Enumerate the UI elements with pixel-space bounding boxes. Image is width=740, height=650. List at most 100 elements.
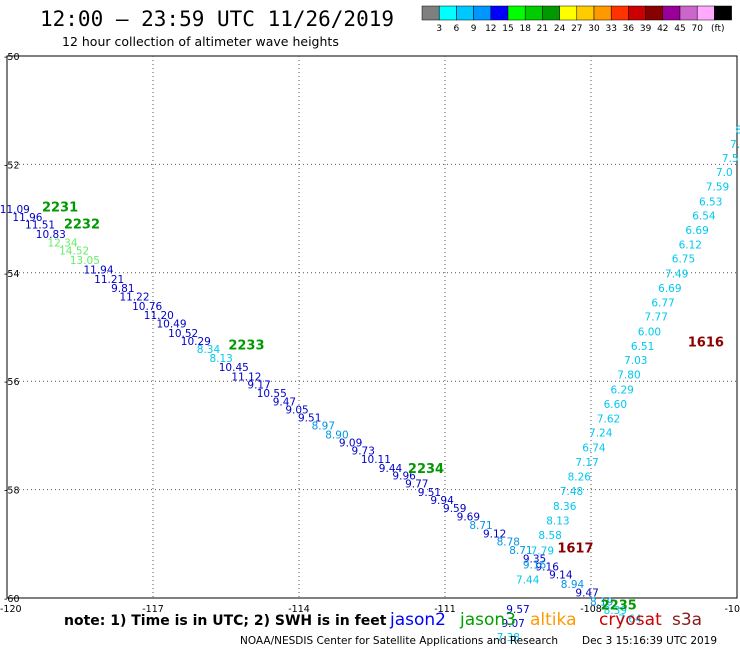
wave-height-value: 10.83 <box>36 229 66 241</box>
legend-tick-label: 24 <box>554 24 566 34</box>
wave-height-value: 7.79 <box>531 545 554 557</box>
mission-name: jason3 <box>459 610 516 630</box>
wave-height-value: 10.45 <box>219 362 249 374</box>
wave-height-value: 11.22 <box>119 292 149 304</box>
wave-height-value: 8.71 <box>509 545 532 557</box>
wave-height-value: 11.94 <box>83 265 113 277</box>
wave-height-value: 8.39 <box>604 605 627 617</box>
chart-subtitle: 12 hour collection of altimeter wave hei… <box>62 34 339 49</box>
wave-height-value: 9.51 <box>298 413 321 425</box>
pass-number-label: 2233 <box>228 338 264 353</box>
legend-tick-label: 21 <box>537 24 548 34</box>
y-tick-label: -56 <box>4 377 20 388</box>
legend-swatch <box>576 5 595 21</box>
legend-swatch <box>628 5 646 21</box>
y-tick-label: -52 <box>4 160 20 171</box>
wave-height-value: 13.05 <box>70 255 100 267</box>
wave-height-value: 10.29 <box>181 336 211 348</box>
wave-height-value: 9.77 <box>405 479 428 491</box>
wave-height-value: 7.38 <box>497 632 520 644</box>
wave-height-value: 10.11 <box>361 454 391 466</box>
legend-tick-label: 9 <box>471 24 477 34</box>
legend-tick-label: 27 <box>571 24 582 34</box>
wave-height-value: 9.51 <box>418 487 441 499</box>
wave-height-value: 10.55 <box>257 388 287 400</box>
legend-tick-label: 36 <box>623 24 635 34</box>
color-legend: 3 6 9 12 15 18 21 24 27 30 33 36 39 42 45 70 <box>421 5 732 34</box>
pass-number-label: 2234 <box>408 462 444 477</box>
legend-tick-label: 42 <box>657 24 668 34</box>
legend-swatch <box>421 5 440 21</box>
grid-lines <box>6 55 738 599</box>
wave-height-value: 10.49 <box>156 319 186 331</box>
wave-height-value: 7.44 <box>516 575 540 587</box>
wave-height-value: 6.75 <box>672 254 695 266</box>
wave-height-value: 9.47 <box>575 588 598 600</box>
credit-text: NOAA/NESDIS Center for Satellite Applica… <box>240 635 558 647</box>
wave-height-value: 9.69 <box>457 512 480 524</box>
legend-swatch <box>524 5 543 21</box>
legend-tick-label: 12 <box>485 24 496 34</box>
wave-height-value: 7.64 <box>618 614 642 626</box>
wave-height-value: 7.62 <box>597 414 620 426</box>
plot-border <box>6 55 738 599</box>
footnote: note: 1) Time is in UTC; 2) SWH is in fe… <box>64 613 387 629</box>
x-tick-labels: -120 -117 -114 -111 -108 -10 <box>0 604 740 615</box>
wave-height-value: 9.07 <box>501 618 524 630</box>
wave-height-value: 7.80 <box>617 370 640 382</box>
wave-height-value: 7.77 <box>645 312 668 324</box>
mission-name: cryosat <box>599 610 662 630</box>
pass-number-label: 2235 <box>601 599 637 614</box>
wave-height-value: 8 <box>736 125 740 137</box>
timestamp: Dec 3 15:16:39 UTC 2019 <box>582 635 717 647</box>
legend-swatch <box>593 5 612 21</box>
y-tick-labels: -50 -52 -54 -56 -58 -60 <box>4 52 20 605</box>
wave-height-value: 9.09 <box>339 437 362 449</box>
x-tick-label: -117 <box>142 604 164 615</box>
wave-height-value: 9.96 <box>392 471 416 483</box>
wave-height-value: 6.60 <box>604 399 627 411</box>
wave-height-value: 8.97 <box>312 421 335 433</box>
wave-height-value: 8.78 <box>497 537 520 549</box>
wave-height-value: 7.03 <box>624 355 647 367</box>
wave-height-value: 8.94 <box>561 579 585 591</box>
wave-height-value: 7.0 <box>716 167 733 179</box>
legend-tick-label: 33 <box>605 24 616 34</box>
x-tick-label: -114 <box>288 604 310 615</box>
wave-height-value: 6.69 <box>685 225 708 237</box>
legend-swatch <box>559 5 578 21</box>
legend-tick-label: 3 <box>436 24 442 34</box>
wave-height-value: 6.51 <box>631 341 654 353</box>
x-tick-label: -120 <box>0 604 22 615</box>
wave-height-value: 6.77 <box>651 298 674 310</box>
y-tick-label: -50 <box>4 52 20 63</box>
legend-tick-label: 39 <box>640 24 652 34</box>
wave-height-value: 9.16 <box>536 562 560 574</box>
wave-height-value: 9.35 <box>523 553 546 565</box>
legend-tick-label: 70 <box>691 24 703 34</box>
legend-tick-label: 45 <box>674 24 685 34</box>
pass-number-label: 2231 <box>42 201 78 216</box>
wave-height-value: 7.59 <box>706 182 729 194</box>
legend-unit-label: (ft) <box>711 24 725 34</box>
legend-swatch <box>456 5 474 21</box>
pass-number-label: 1616 <box>688 336 724 351</box>
y-tick-label: -54 <box>4 269 20 280</box>
pass-number-label: 1617 <box>557 542 593 557</box>
legend-swatch <box>610 5 629 21</box>
y-tick-label: -60 <box>4 594 20 605</box>
wave-height-value: 9.94 <box>430 495 454 507</box>
wave-height-value: 7.49 <box>665 268 688 280</box>
mission-legend: jason2 jason3 altika cryosat s3a <box>389 610 702 630</box>
wave-height-value: 11.51 <box>25 220 55 232</box>
legend-swatch <box>714 5 732 21</box>
legend-swatch <box>507 5 526 21</box>
wave-height-value: 6.29 <box>610 384 633 396</box>
wave-height-value: 8.90 <box>325 429 348 441</box>
wave-height-value: 7.5 <box>722 153 739 165</box>
mission-name: jason2 <box>389 610 446 630</box>
wave-height-value: 9.59 <box>443 503 466 515</box>
wave-height-value: 6.69 <box>658 283 681 295</box>
